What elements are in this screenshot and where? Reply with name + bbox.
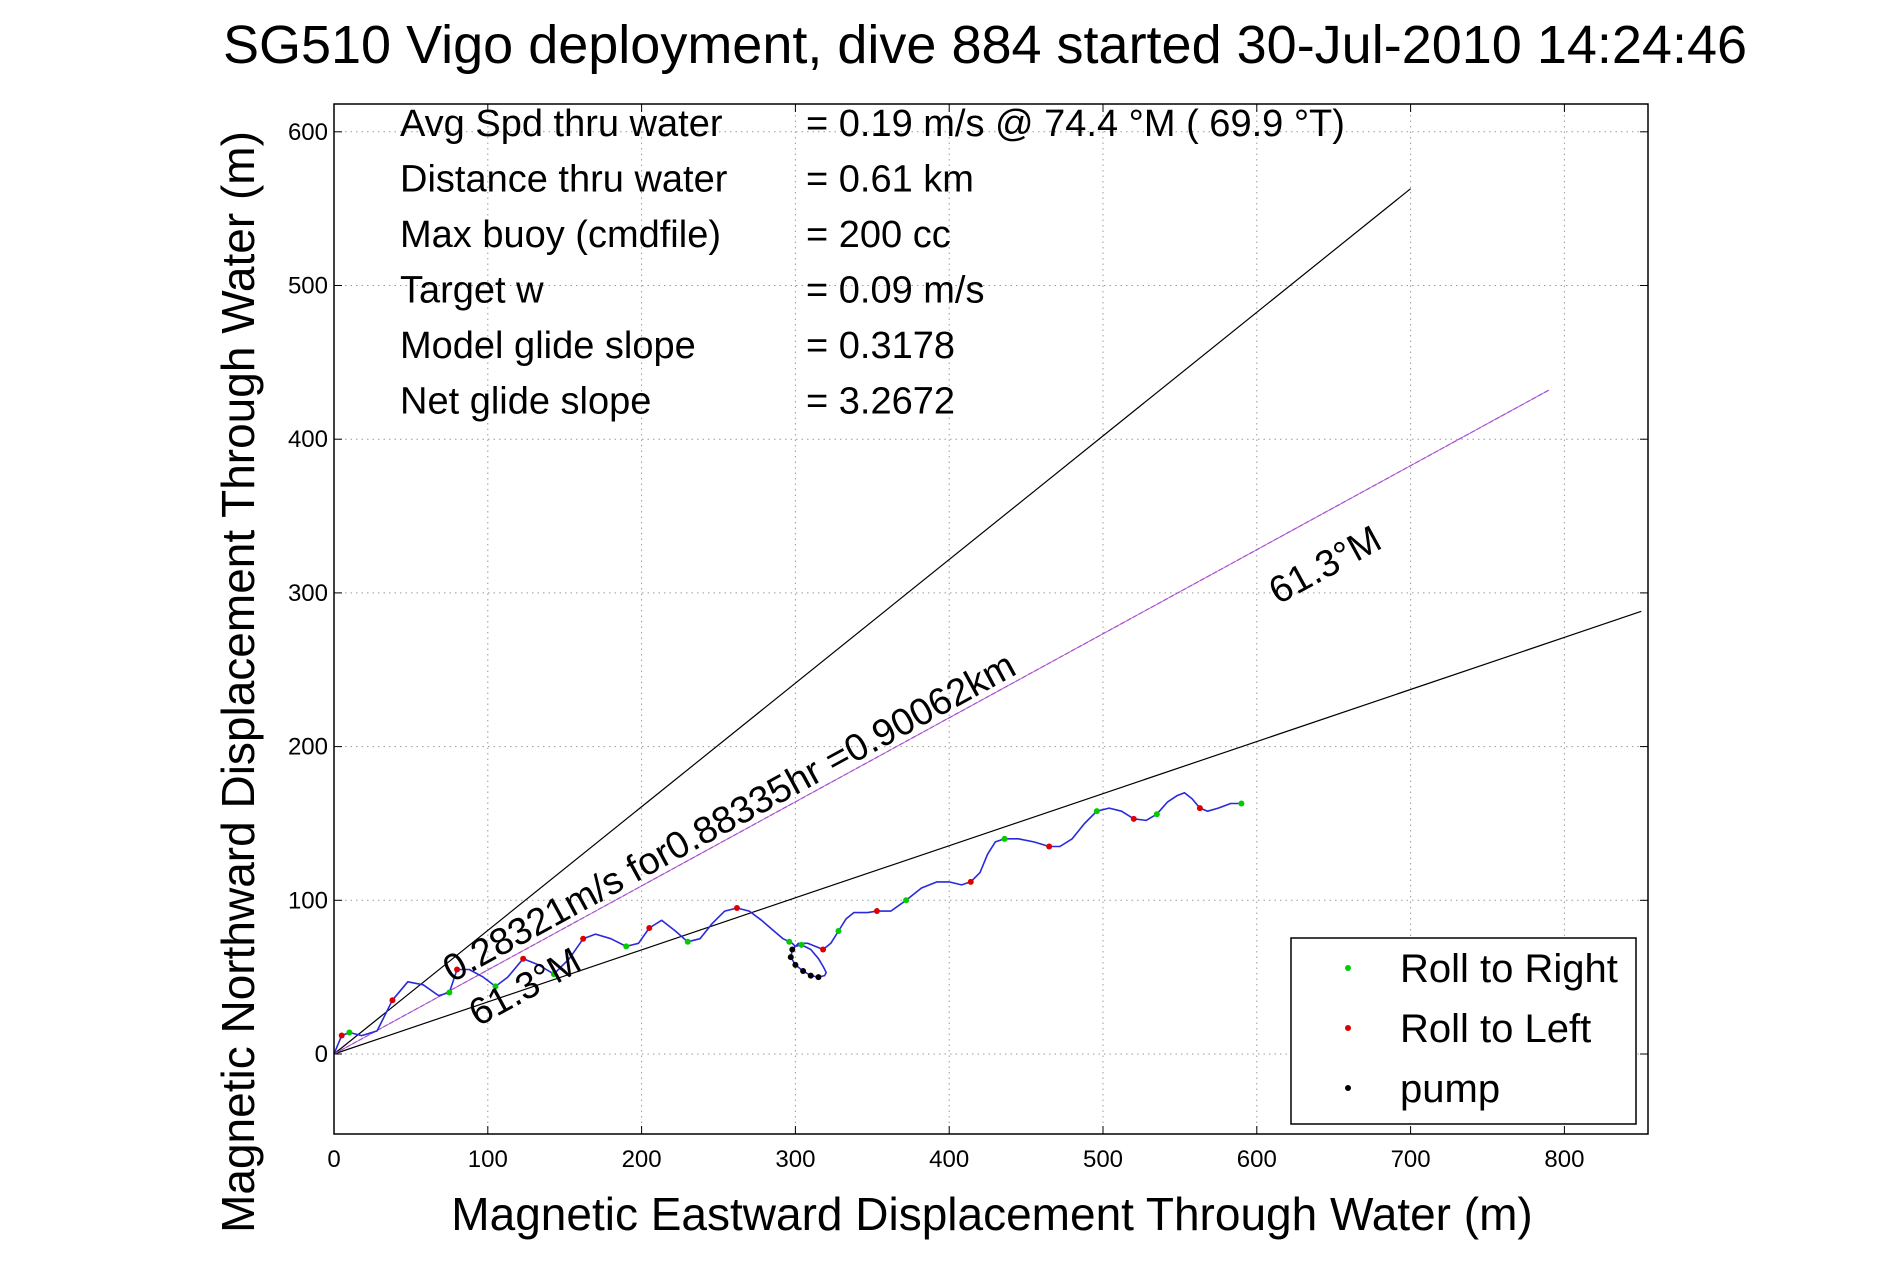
roll-to-left-point	[733, 904, 740, 911]
stat-value: = 3.2672	[806, 381, 955, 423]
y-tick-label: 100	[288, 887, 328, 914]
lower-bound-line	[333, 610, 1642, 1055]
roll-to-left-point	[389, 997, 396, 1004]
roll-to-left-point	[454, 966, 461, 973]
roll-to-right-point	[684, 938, 691, 945]
plot-frame	[333, 103, 1649, 1135]
roll-to-left-point	[520, 955, 527, 962]
roll-to-right-point	[798, 941, 805, 948]
legend-label-roll-to-left: Roll to Left	[1400, 1007, 1591, 1051]
y-axis-label: Magnetic Northward Displacement Through …	[212, 131, 264, 1233]
x-tick-label: 600	[1237, 1146, 1277, 1173]
legend-label-roll-to-right: Roll to Right	[1400, 947, 1618, 991]
roll-to-left-point	[580, 935, 587, 942]
x-tick-label: 700	[1391, 1146, 1431, 1173]
legend-marker-roll-to-left	[1345, 1025, 1351, 1031]
x-tick-label: 100	[468, 1146, 508, 1173]
stat-value: = 0.61 km	[806, 159, 974, 201]
y-tick-label: 0	[315, 1041, 328, 1068]
stat-label: Distance thru water	[400, 159, 728, 201]
roll-to-right-point	[1238, 800, 1245, 807]
stat-value: = 0.3178	[806, 325, 955, 367]
roll-to-right-point	[1093, 808, 1100, 815]
stat-label: Model glide slope	[400, 325, 696, 367]
heading-line-overlay	[333, 389, 1550, 1055]
roll-to-left-point	[646, 924, 653, 931]
roll-to-left-point	[1046, 843, 1053, 850]
legend: Roll to Right Roll to Left pump	[1290, 937, 1637, 1125]
roll-to-right-point	[786, 938, 793, 945]
guide-lines	[333, 188, 1642, 1055]
stat-label: Max buoy (cmdfile)	[400, 214, 721, 256]
y-tick-label: 500	[288, 273, 328, 300]
pump-point	[807, 972, 814, 979]
roll-to-left-point	[1130, 815, 1137, 822]
x-tick-label: 200	[622, 1146, 662, 1173]
roll-to-right-point	[550, 971, 557, 978]
roll-to-right-point	[346, 1029, 353, 1036]
y-tick-label: 300	[288, 580, 328, 607]
pump-point	[789, 946, 796, 953]
roll-to-right-point	[446, 989, 453, 996]
pump-point	[792, 961, 799, 968]
upper-bound-line	[333, 188, 1411, 1055]
stat-label: Target w	[400, 270, 544, 312]
x-tick-label: 300	[775, 1146, 815, 1173]
y-axis-ticks: 0 100 200 300 400 500 600	[288, 119, 1648, 1068]
stat-value: = 0.19 m/s @ 74.4 °M ( 69.9 °T)	[806, 103, 1345, 145]
chart-title: SG510 Vigo deployment, dive 884 started …	[223, 15, 1747, 75]
track-path	[333, 791, 1242, 1055]
roll-to-left-point	[820, 946, 827, 953]
roll-to-right-point	[623, 943, 630, 950]
pump-point	[800, 968, 807, 975]
stat-value: = 0.09 m/s	[806, 270, 984, 312]
stats-panel: Avg Spd thru water = 0.19 m/s @ 74.4 °M (…	[400, 103, 1345, 423]
roll-to-right-point	[835, 928, 842, 935]
legend-marker-roll-to-right	[1345, 965, 1351, 971]
roll-to-left-point	[873, 908, 880, 915]
roll-to-right-point	[492, 983, 499, 990]
pump-point	[815, 974, 822, 981]
markers	[338, 800, 1245, 1039]
stat-value: = 200 cc	[806, 214, 951, 256]
roll-to-right-point	[1001, 835, 1008, 842]
track	[333, 791, 1242, 1055]
roll-to-right-point	[903, 897, 910, 904]
x-tick-label: 500	[1083, 1146, 1123, 1173]
roll-to-right-point	[1153, 811, 1160, 818]
y-tick-label: 400	[288, 426, 328, 453]
stat-label: Avg Spd thru water	[400, 103, 723, 145]
stat-label: Net glide slope	[400, 381, 651, 423]
x-tick-label: 400	[929, 1146, 969, 1173]
legend-label-pump: pump	[1400, 1067, 1500, 1111]
x-axis-label: Magnetic Eastward Displacement Through W…	[451, 1188, 1532, 1240]
roll-to-left-point	[338, 1032, 345, 1039]
y-tick-label: 200	[288, 734, 328, 761]
x-tick-label: 800	[1544, 1146, 1584, 1173]
roll-to-left-point	[967, 878, 974, 885]
y-tick-label: 600	[288, 119, 328, 146]
pump-point	[787, 954, 794, 961]
x-tick-label: 0	[327, 1146, 340, 1173]
roll-to-left-point	[1196, 805, 1203, 812]
x-axis-ticks: 0 100 200 300 400 500 600 700 800	[327, 104, 1584, 1173]
legend-marker-pump	[1345, 1085, 1351, 1091]
